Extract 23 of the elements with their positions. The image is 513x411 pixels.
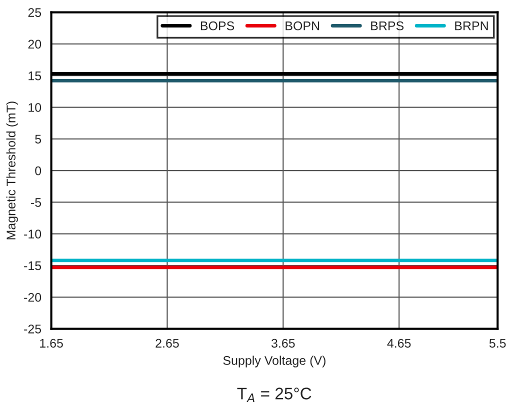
y-tick-label: 10 xyxy=(28,103,42,112)
y-tick-label: 5 xyxy=(35,134,42,144)
y-tick-label: 0 xyxy=(35,166,42,176)
y-tick-label: 20 xyxy=(28,40,42,49)
legend-label: BOPS xyxy=(200,21,234,30)
y-tick-label: 25 xyxy=(28,8,42,17)
legend-label: BOPN xyxy=(286,21,320,30)
x-tick-label: 1.65 xyxy=(40,338,63,348)
y-axis-title: Magnetic Threshold (mT) xyxy=(6,102,18,240)
legend-label: BRPS xyxy=(371,21,404,30)
y-tick-label: -15 xyxy=(24,261,42,270)
x-tick-label: 5.5 xyxy=(489,338,506,348)
y-tick-label: 15 xyxy=(28,72,42,80)
x-tick-label: 2.65 xyxy=(156,338,179,348)
y-tick-label: -10 xyxy=(24,230,42,239)
text: T$_{A}$ = 25°C xyxy=(237,388,312,402)
y-tick-label: -20 xyxy=(24,292,42,302)
x-tick-label: 3.65 xyxy=(271,338,295,348)
x-axis-title: Supply Voltage (V) xyxy=(223,356,326,368)
x-tick-label: 4.65 xyxy=(387,338,411,348)
legend-label: BRPN xyxy=(455,22,488,30)
y-tick-label: -5 xyxy=(31,198,42,207)
y-tick-label: -25 xyxy=(24,324,42,334)
